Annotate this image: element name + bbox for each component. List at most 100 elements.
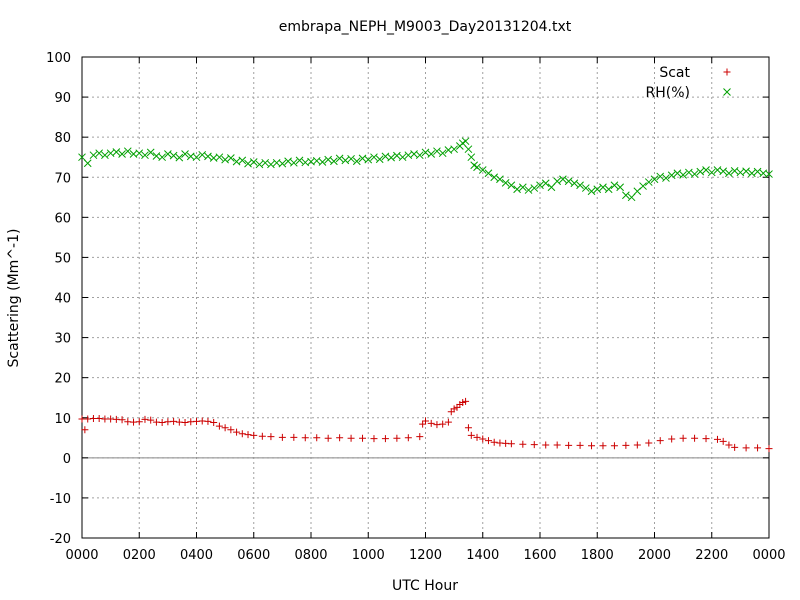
scat-point <box>479 435 487 443</box>
rh-point <box>587 187 596 196</box>
y-tick-label: 50 <box>54 251 71 266</box>
scat-point <box>347 434 355 442</box>
y-tick-label: 30 <box>54 332 71 347</box>
scat-point <box>462 397 470 405</box>
rh-point <box>347 154 355 163</box>
rh-point <box>599 183 607 192</box>
rh-point <box>702 166 710 174</box>
scat-point <box>313 434 321 442</box>
scat-point <box>725 441 733 449</box>
scat-point <box>227 426 235 434</box>
rh-point <box>318 158 327 166</box>
rh-point <box>387 153 396 162</box>
scat-point <box>147 416 155 424</box>
x-tick-label: 1600 <box>523 548 556 563</box>
rh-point <box>610 181 619 190</box>
scat-point <box>393 434 401 442</box>
scat-point <box>765 445 773 453</box>
x-tick-label: 0600 <box>237 548 270 563</box>
x-tick-label: 1000 <box>352 548 385 563</box>
scat-point <box>404 434 412 442</box>
scat-point <box>290 433 298 441</box>
rh-point <box>78 153 86 162</box>
rh-point <box>553 177 562 186</box>
rh-point <box>753 167 762 176</box>
x-tick-label: 0000 <box>65 548 98 563</box>
rh-point <box>559 175 567 184</box>
rh-point <box>622 191 630 200</box>
scat-point <box>258 432 266 440</box>
rh-point <box>118 150 126 158</box>
rh-point <box>725 169 733 178</box>
rh-point <box>215 153 224 162</box>
scat-point <box>267 433 275 441</box>
scat-point <box>444 418 452 426</box>
rh-point <box>398 153 407 162</box>
y-tick-label: 100 <box>46 51 71 66</box>
scat-point <box>691 434 699 442</box>
rh-point <box>375 155 384 164</box>
y-tick-label: 40 <box>54 292 71 307</box>
y-tick-label: -20 <box>50 532 71 547</box>
y-tick-label: 70 <box>54 171 71 186</box>
rh-point <box>95 149 104 158</box>
rh-point <box>707 168 716 177</box>
scat-point <box>713 435 721 443</box>
rh-point <box>141 151 149 160</box>
scat-point <box>656 437 664 445</box>
scat-point <box>519 440 527 448</box>
rh-point <box>501 179 510 187</box>
rh-point <box>370 153 378 162</box>
scat-series <box>78 397 773 453</box>
scat-point <box>244 431 252 439</box>
rh-point <box>564 177 573 186</box>
scat-point <box>81 426 89 434</box>
rh-point <box>450 145 458 154</box>
rh-point <box>330 157 338 166</box>
x-tick-label: 0800 <box>294 548 327 563</box>
scat-point <box>450 405 458 413</box>
scat-point <box>754 444 762 452</box>
rh-point <box>581 184 590 192</box>
scat-point <box>141 415 149 423</box>
scat-point <box>459 399 467 407</box>
rh-point <box>673 169 682 178</box>
y-tick-label: 90 <box>54 91 71 106</box>
x-axis-title: UTC Hour <box>392 578 458 594</box>
y-tick-label: -10 <box>50 492 71 507</box>
scat-point <box>576 441 584 449</box>
x-tick-label: 1800 <box>581 548 614 563</box>
scat-point <box>278 433 286 441</box>
rh-point <box>324 155 333 164</box>
rh-point <box>639 182 647 190</box>
legend: Scat RH(%) <box>646 65 731 101</box>
chart-title: embrapa_NEPH_M9003_Day20131204.txt <box>279 19 572 35</box>
rh-point <box>158 153 167 162</box>
plot-frame <box>81 56 770 539</box>
rh-point <box>204 152 212 161</box>
scat-point <box>381 435 389 443</box>
scat-point <box>204 417 212 425</box>
rh-point <box>667 171 676 180</box>
rh-point <box>112 148 121 156</box>
rh-point <box>181 150 189 158</box>
scat-point <box>118 416 126 424</box>
rh-point <box>496 175 504 184</box>
x-tick-label: 0400 <box>180 548 213 563</box>
rh-point <box>244 159 252 168</box>
rh-point <box>284 157 292 166</box>
rh-point <box>261 158 270 167</box>
rh-point <box>518 183 527 192</box>
rh-point <box>593 185 602 194</box>
rh-point <box>123 147 132 156</box>
rh-point <box>478 166 487 174</box>
rh-point <box>461 137 470 146</box>
scat-point <box>233 428 241 436</box>
rh-point <box>679 170 687 179</box>
x-tick-label: 2200 <box>695 548 728 563</box>
scat-point <box>336 434 344 442</box>
scat-point <box>215 422 223 430</box>
rh-point <box>696 167 705 176</box>
